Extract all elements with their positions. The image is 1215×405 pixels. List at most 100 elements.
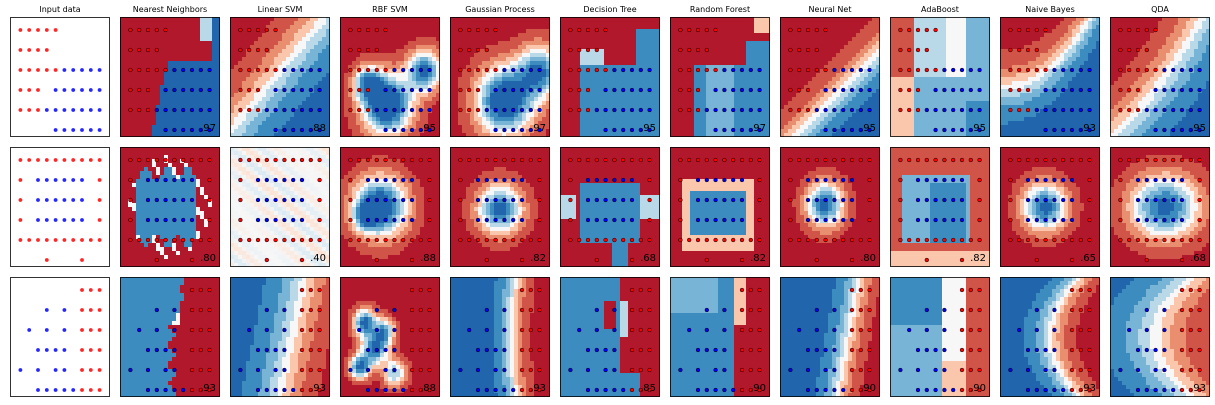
point-blue (1052, 307, 1057, 313)
point-red (519, 367, 525, 373)
point-blue (88, 128, 93, 132)
point-red (898, 87, 903, 93)
point-red (568, 237, 573, 243)
point-red (154, 257, 159, 263)
point-red (317, 177, 322, 183)
point-red (788, 157, 793, 163)
point-blue (145, 387, 151, 393)
point-blue (44, 308, 49, 312)
point-red (898, 177, 903, 183)
score-label: .85 (640, 383, 656, 394)
point-blue (942, 177, 947, 183)
point-blue (915, 387, 921, 393)
point-red (1043, 237, 1048, 243)
point-red (814, 257, 819, 263)
point-blue (392, 347, 397, 353)
point-red (1197, 217, 1202, 223)
point-blue (458, 367, 463, 373)
point-red (924, 237, 929, 243)
point-red (374, 157, 379, 163)
panel: .90 (780, 277, 880, 397)
point-red (128, 87, 133, 93)
point-red (537, 327, 542, 333)
point-blue (374, 177, 379, 183)
point-blue (722, 197, 727, 203)
point-blue (519, 217, 525, 223)
point-blue (814, 177, 819, 183)
point-red (678, 217, 683, 223)
decision-surface (1000, 277, 1100, 397)
point-blue (1171, 67, 1176, 73)
point-red (1188, 287, 1193, 293)
point-blue (181, 87, 186, 93)
point-red (951, 157, 956, 163)
point-red (1078, 307, 1083, 313)
point-blue (1179, 197, 1185, 203)
score-label: .80 (200, 253, 216, 264)
point-red (968, 237, 973, 243)
point-blue (915, 367, 921, 373)
point-red (36, 238, 40, 242)
point-red (814, 27, 819, 33)
decision-surface (340, 277, 440, 397)
point-red (80, 258, 84, 262)
point-blue (1135, 177, 1141, 183)
point-blue (942, 87, 947, 93)
point-red (585, 157, 591, 163)
point-red (493, 27, 498, 33)
point-red (678, 87, 683, 93)
point-blue (374, 387, 379, 393)
point-blue (484, 307, 489, 313)
point-red (291, 237, 296, 243)
point-blue (273, 177, 278, 183)
point-red (198, 237, 203, 243)
point-blue (594, 177, 599, 183)
point-blue (1179, 107, 1185, 113)
point-red (163, 27, 168, 33)
point-red (739, 157, 745, 163)
panel-frame (1110, 147, 1210, 267)
point-red (1017, 67, 1022, 73)
point-red (612, 157, 617, 163)
point-red (1008, 67, 1013, 73)
point-red (594, 67, 599, 73)
point-red (317, 387, 322, 393)
point-red (898, 67, 903, 73)
point-red (207, 327, 212, 333)
point-red (1078, 367, 1083, 373)
point-blue (53, 388, 58, 392)
point-blue (695, 197, 701, 203)
point-red (647, 217, 652, 223)
point-blue (207, 87, 212, 93)
point-blue (757, 107, 762, 113)
point-blue (264, 107, 269, 113)
point-blue (484, 107, 489, 113)
point-red (638, 387, 643, 393)
point-blue (145, 217, 151, 223)
point-red (475, 157, 481, 163)
point-red (317, 157, 322, 163)
point-blue (924, 307, 929, 313)
panel: .93 (450, 277, 550, 397)
point-blue (1135, 217, 1141, 223)
point-red (374, 67, 379, 73)
point-blue (713, 87, 718, 93)
point-red (374, 27, 379, 33)
point-red (797, 107, 802, 113)
point-red (577, 157, 582, 163)
point-blue (924, 387, 929, 393)
point-red (418, 347, 423, 353)
point-red (594, 47, 599, 53)
point-blue (1197, 107, 1202, 113)
point-red (1069, 387, 1075, 393)
point-red (88, 388, 93, 392)
point-red (638, 157, 643, 163)
point-blue (924, 107, 929, 113)
point-blue (154, 307, 159, 313)
point-blue (867, 127, 872, 133)
point-red (255, 237, 261, 243)
point-red (409, 367, 415, 373)
point-red (1153, 67, 1158, 73)
point-red (1087, 237, 1092, 243)
point-blue (942, 67, 947, 73)
